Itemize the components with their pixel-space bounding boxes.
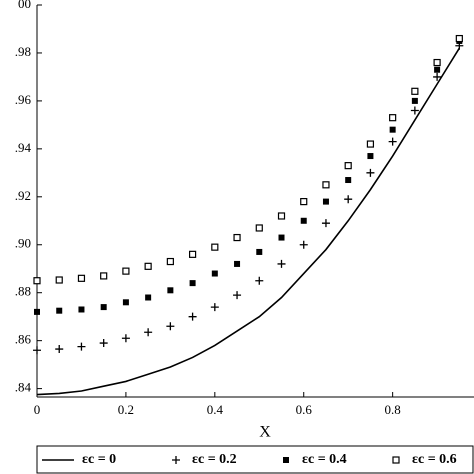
data-point — [33, 346, 41, 355]
data-point — [322, 198, 329, 205]
data-point — [256, 248, 263, 255]
data-point — [100, 272, 108, 280]
legend-swatch — [392, 456, 400, 464]
data-point — [189, 280, 196, 287]
legend — [36, 445, 474, 474]
data-point — [321, 219, 330, 228]
data-point — [455, 34, 463, 43]
data-point — [166, 322, 175, 331]
legend-label: εc = 0 — [82, 452, 116, 467]
data-point — [121, 334, 130, 343]
data-point — [211, 270, 218, 277]
data-point — [233, 291, 242, 300]
series-line — [36, 47, 461, 396]
data-point — [78, 306, 85, 313]
data-point — [255, 224, 263, 232]
data-point — [33, 277, 41, 285]
x-tick-label: 0 — [34, 402, 41, 417]
data-point — [277, 212, 286, 220]
data-point — [322, 181, 330, 189]
data-point — [300, 217, 307, 224]
y-tick-label: 00 — [18, 0, 31, 11]
data-point — [188, 312, 197, 321]
legend-swatch — [283, 457, 289, 463]
data-point — [299, 240, 308, 249]
data-point — [366, 168, 375, 177]
data-point — [188, 250, 197, 258]
data-point — [166, 257, 174, 266]
data-point — [122, 299, 129, 306]
data-point — [167, 287, 174, 294]
data-point — [233, 233, 241, 242]
data-point — [55, 276, 63, 284]
x-tick-label: 0.8 — [385, 402, 401, 417]
y-tick-label: .96 — [15, 92, 32, 107]
y-tick-label: .92 — [15, 188, 31, 203]
data-point — [211, 243, 219, 251]
legend-label: εc = 0.2 — [192, 452, 237, 467]
data-point — [366, 140, 375, 148]
data-point — [344, 195, 353, 204]
data-point — [100, 304, 107, 311]
data-point — [234, 260, 241, 267]
y-tick-label: .88 — [15, 284, 31, 299]
data-point — [99, 339, 108, 348]
data-point — [77, 342, 86, 351]
y-tick-label: .90 — [15, 236, 31, 251]
x-tick-label: 0.4 — [207, 402, 224, 417]
data-point — [389, 114, 397, 122]
data-point — [300, 197, 308, 206]
data-point — [144, 262, 152, 270]
data-point — [56, 307, 63, 314]
data-point — [433, 58, 441, 67]
legend-swatch — [172, 456, 180, 464]
data-point — [277, 259, 286, 268]
data-point — [145, 294, 152, 301]
data-point — [411, 97, 418, 104]
data-point — [367, 153, 374, 160]
data-point — [255, 276, 264, 285]
legend-label: εc = 0.6 — [412, 452, 457, 467]
data-point — [411, 87, 419, 95]
data-point — [122, 267, 130, 275]
legend-label: εc = 0.4 — [302, 452, 347, 467]
data-point — [410, 106, 419, 115]
x-tick-label: 0.2 — [118, 402, 134, 417]
x-tick-label: 0.6 — [296, 402, 313, 417]
data-point — [144, 328, 153, 337]
y-tick-label: .86 — [15, 332, 32, 347]
data-point — [345, 177, 352, 184]
x-axis-label: X — [259, 424, 271, 441]
data-point — [388, 137, 397, 146]
data-point — [34, 308, 40, 315]
data-point — [278, 234, 285, 241]
y-tick-label: .94 — [15, 140, 32, 155]
data-point — [433, 72, 442, 81]
data-point — [344, 162, 352, 170]
y-tick-label: .84 — [15, 380, 32, 395]
data-point — [55, 345, 64, 354]
data-point — [77, 274, 86, 282]
data-point — [434, 66, 441, 73]
data-point — [210, 303, 219, 312]
data-point — [389, 126, 396, 133]
y-tick-label: .98 — [15, 44, 31, 59]
